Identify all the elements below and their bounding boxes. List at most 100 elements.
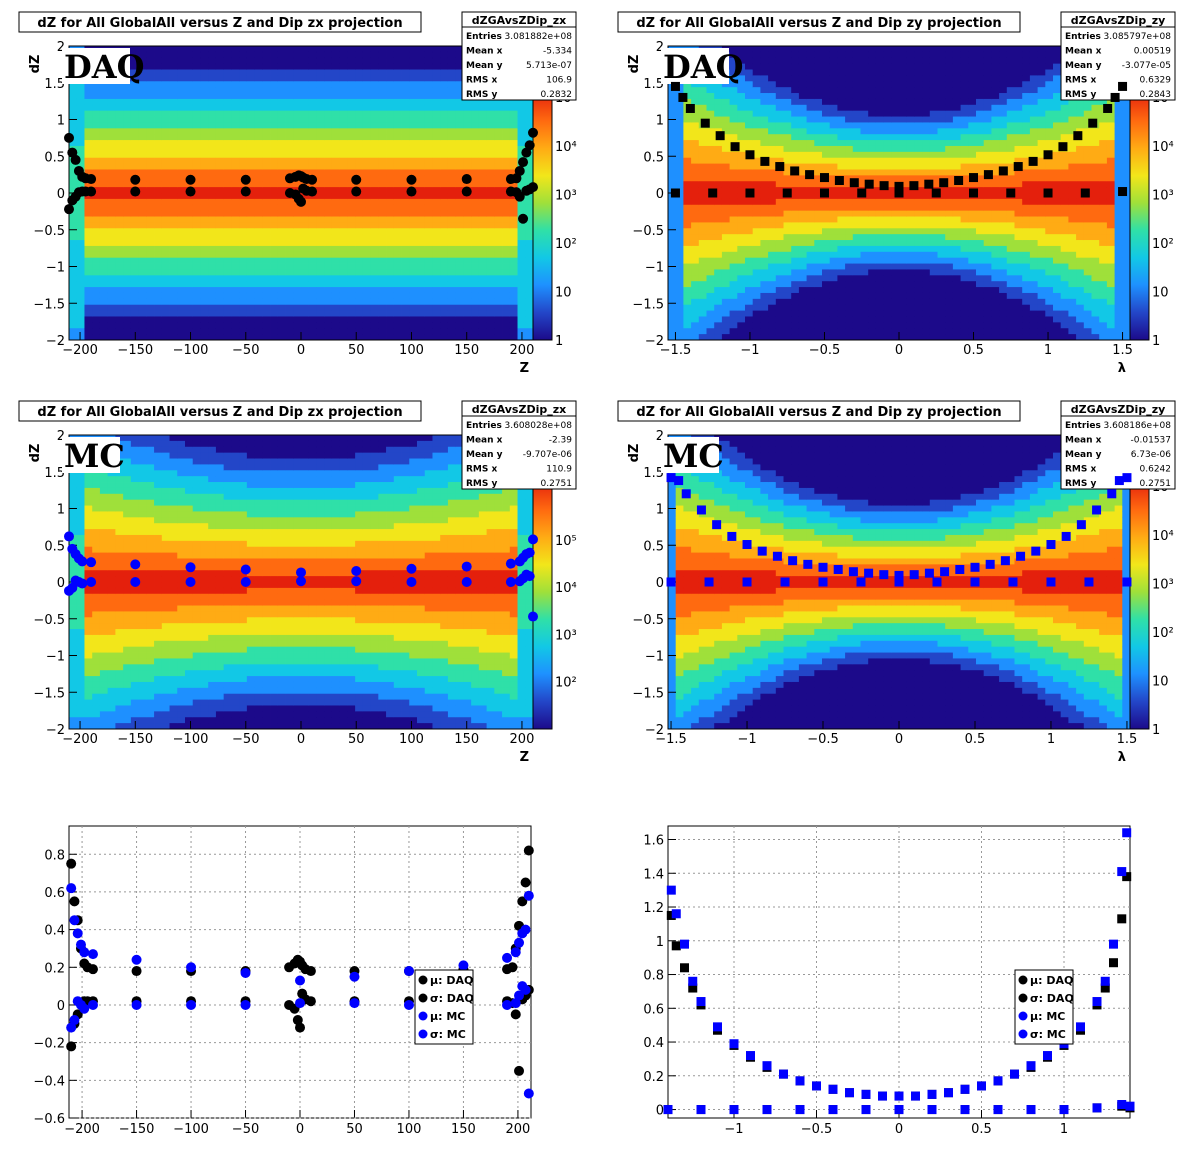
heatmap-cell xyxy=(494,145,503,153)
heatmap-cell xyxy=(783,181,792,188)
heatmap-cell xyxy=(768,81,777,88)
heatmap-cell xyxy=(324,245,333,253)
y-tick-label: 1.5 xyxy=(44,77,65,92)
heatmap-cell xyxy=(386,134,395,141)
heatmap-cell xyxy=(69,128,78,135)
heatmap-cell xyxy=(783,163,792,170)
heatmap-cell xyxy=(837,292,846,300)
heatmap-cell xyxy=(386,81,395,88)
heatmap-cell xyxy=(486,193,495,200)
heatmap-cell xyxy=(146,93,155,100)
heatmap-cell xyxy=(223,163,232,170)
heatmap-cell xyxy=(424,51,433,59)
heatmap-cell xyxy=(860,304,869,311)
heatmap-cell xyxy=(393,63,402,70)
heatmap-cell xyxy=(424,298,433,306)
heatmap-cell xyxy=(768,287,777,294)
heatmap-cell xyxy=(231,75,240,82)
heatmap-cell xyxy=(860,328,869,335)
heatmap-cell xyxy=(822,275,831,282)
heatmap-cell xyxy=(200,157,209,164)
heatmap-cell xyxy=(231,287,240,294)
heatmap-cell xyxy=(192,181,201,188)
heatmap-cell xyxy=(99,98,109,106)
heatmap-cell xyxy=(494,151,503,159)
heatmap-cell xyxy=(200,51,209,59)
heatmap-cell xyxy=(200,63,209,70)
heatmap-cell xyxy=(852,116,861,123)
heatmap-cell xyxy=(463,163,472,170)
heatmap-cell xyxy=(768,257,777,264)
heatmap-cell xyxy=(177,245,186,253)
heatmap-cell xyxy=(783,98,792,106)
heatmap-cell xyxy=(84,304,93,311)
heatmap-cell xyxy=(347,198,356,206)
heatmap-cell xyxy=(362,269,371,276)
heatmap-cell xyxy=(115,316,124,323)
heatmap-cell xyxy=(130,251,139,259)
heatmap-cell xyxy=(231,51,240,59)
heatmap-cell xyxy=(463,198,472,206)
heatmap-cell xyxy=(161,269,170,276)
heatmap-cell xyxy=(906,275,915,282)
heatmap-cell xyxy=(370,251,379,259)
heatmap-cell xyxy=(899,245,908,253)
heatmap-cell xyxy=(92,145,101,153)
heatmap-cell xyxy=(891,204,900,212)
heatmap-cell xyxy=(293,151,302,159)
heatmap-cell xyxy=(246,334,255,341)
heatmap-cell xyxy=(675,287,684,294)
heatmap-cell xyxy=(239,316,248,323)
heatmap-cell xyxy=(906,122,915,129)
heatmap-cell xyxy=(447,263,457,270)
heatmap-cell xyxy=(768,222,777,229)
heatmap-cell xyxy=(922,134,931,141)
heatmap-cell xyxy=(798,69,807,76)
heatmap-cell xyxy=(378,216,387,223)
heatmap-cell xyxy=(107,304,116,311)
heatmap-cell xyxy=(929,251,938,259)
heatmap-cell xyxy=(393,322,402,329)
heatmap-cell xyxy=(447,169,457,176)
heatmap-cell xyxy=(146,57,155,65)
heatmap-cell xyxy=(424,163,433,170)
heatmap-cell xyxy=(447,93,457,100)
heatmap-cell xyxy=(447,292,457,300)
heatmap-cell xyxy=(502,245,511,253)
heatmap-cell xyxy=(675,322,684,329)
stats-value: 5.713e-07 xyxy=(526,61,572,71)
heatmap-cell xyxy=(107,122,116,129)
heatmap-cell xyxy=(169,216,178,223)
heatmap-cell xyxy=(393,81,402,88)
heatmap-cell xyxy=(837,310,846,317)
heatmap-cell xyxy=(875,281,884,288)
heatmap-cell xyxy=(432,245,441,253)
heatmap-cell xyxy=(922,46,931,53)
heatmap-cell xyxy=(192,328,201,335)
heatmap-cell xyxy=(130,292,139,300)
heatmap-cell xyxy=(447,257,457,264)
heatmap-cell xyxy=(200,222,209,229)
heatmap-cell xyxy=(107,145,116,153)
heatmap-cell xyxy=(706,198,715,206)
heatmap-cell xyxy=(208,81,217,88)
heatmap-cell xyxy=(875,216,884,223)
heatmap-cell xyxy=(922,234,931,241)
heatmap-cell xyxy=(432,210,441,217)
heatmap-cell xyxy=(883,122,892,129)
heatmap-cell xyxy=(729,163,738,170)
heatmap-cell xyxy=(775,93,784,100)
heatmap-cell xyxy=(752,104,761,112)
heatmap-cell xyxy=(837,163,846,170)
heatmap-cell xyxy=(494,216,503,223)
heatmap-cell xyxy=(502,98,511,106)
heatmap-cell xyxy=(378,87,387,94)
heatmap-cell xyxy=(775,210,784,217)
heatmap-cell xyxy=(899,93,908,100)
heatmap-cell xyxy=(192,304,201,311)
heatmap-cell xyxy=(899,157,908,164)
heatmap-cell xyxy=(378,51,387,59)
heatmap-cell xyxy=(401,93,410,100)
heatmap-cell xyxy=(107,193,116,200)
heatmap-cell xyxy=(331,98,341,106)
